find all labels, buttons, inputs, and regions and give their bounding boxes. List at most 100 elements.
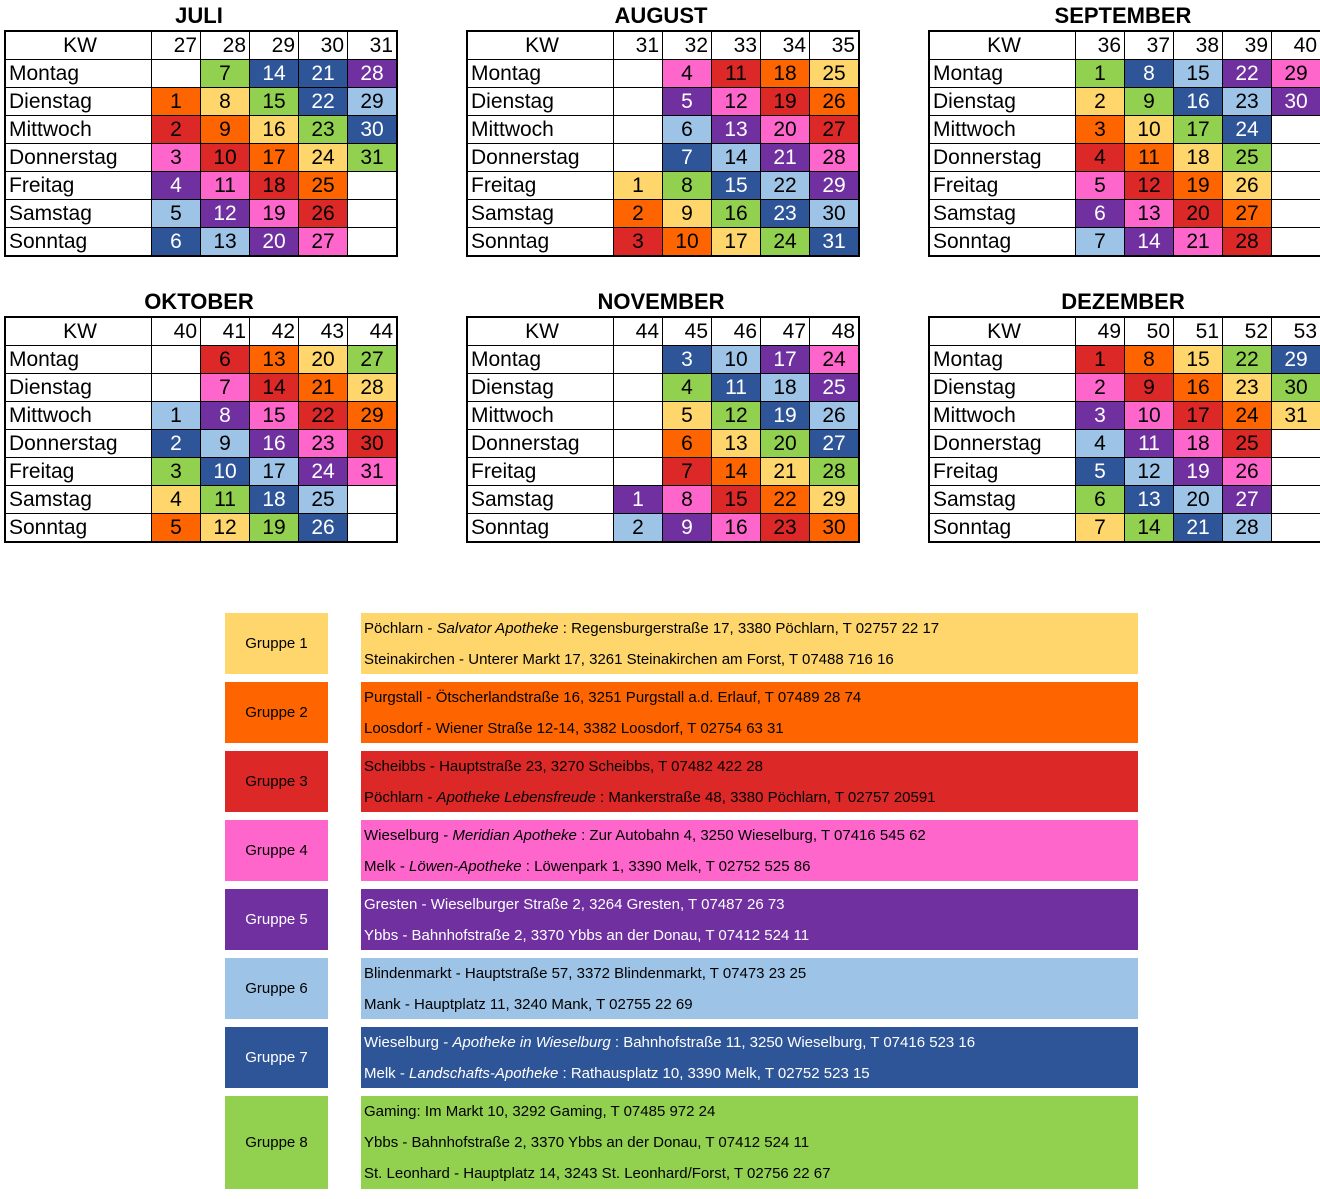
day-row-donnerstag: Donnerstag 4 11 18 25 [928, 429, 1320, 458]
day-name: Sonntag [4, 513, 152, 543]
date-cell: 26 [298, 199, 348, 228]
date-cell: 20 [760, 115, 810, 144]
day-row-freitag: Freitag 5 12 19 26 [928, 457, 1320, 486]
month-title: NOVEMBER [597, 289, 725, 314]
pharmacy-address: Rathausplatz 10, 3390 Melk, T 02752 523 … [570, 1065, 870, 1082]
month-table: KW 44 45 46 47 48 Montag 3 10 17 24 Dienstag 4 11 18 25… [466, 316, 860, 543]
date-cell: 25 [1222, 143, 1272, 172]
day-name: Dienstag [4, 87, 152, 116]
date-cell: 30 [347, 115, 398, 144]
date-cell: 3 [662, 345, 712, 374]
pharmacy-place: St. Leonhard [364, 1165, 450, 1182]
date-cell: 23 [298, 115, 348, 144]
date-cell: 28 [347, 373, 398, 402]
empty-cell [1271, 457, 1320, 486]
week-number: 51 [1173, 316, 1223, 346]
kw-label: KW [466, 316, 614, 346]
pharmacy-place: Gaming [364, 1103, 417, 1120]
date-cell: 7 [1075, 513, 1125, 543]
date-cell: 25 [298, 485, 348, 514]
date-cell: 4 [151, 485, 201, 514]
pharmacy-name: Apotheke Lebensfreude [436, 789, 596, 806]
pharmacy-address: Wieselburger Straße 2, 3264 Gresten, T 0… [430, 896, 785, 913]
month-table: KW 31 32 33 34 35 Montag 4 11 18 25 Dienstag 5 12 19 26… [466, 30, 860, 257]
week-number: 31 [613, 30, 663, 60]
date-cell: 27 [809, 429, 860, 458]
date-cell: 12 [711, 401, 761, 430]
day-name: Freitag [928, 171, 1076, 200]
pharmacy-address: Löwenpark 1, 3390 Melk, T 02752 525 86 [534, 858, 811, 875]
pharmacy-name: Apotheke in Wieselburg [452, 1034, 611, 1051]
date-cell: 7 [200, 59, 250, 88]
date-cell: 27 [1222, 485, 1272, 514]
week-number: 34 [760, 30, 810, 60]
empty-cell [1271, 485, 1320, 514]
date-cell: 29 [809, 485, 860, 514]
date-cell: 13 [1124, 199, 1174, 228]
pharmacy-address: Ötscherlandstraße 16, 3251 Purgstall a.d… [435, 689, 862, 706]
date-cell: 21 [298, 59, 348, 88]
day-name: Mittwoch [466, 115, 614, 144]
pharmacy-name: Landschafts-Apotheke [409, 1065, 559, 1082]
date-cell: 3 [151, 143, 201, 172]
empty-cell [613, 401, 663, 430]
date-cell: 12 [1124, 457, 1174, 486]
day-name: Freitag [466, 457, 614, 486]
pharmacy-entry: Wieselburg - Apotheke in Wieselburg : Ba… [364, 1034, 976, 1051]
date-cell: 10 [1124, 401, 1174, 430]
date-cell: 15 [711, 485, 761, 514]
empty-cell [613, 429, 663, 458]
date-cell: 30 [347, 429, 398, 458]
day-row-samstag: Samstag 1 8 15 22 29 [466, 485, 860, 514]
date-cell: 28 [809, 143, 860, 172]
day-row-sonntag: Sonntag 6 13 20 27 [4, 227, 398, 257]
month-title: OKTOBER [144, 289, 254, 314]
pharmacy-place: Blindenmarkt [364, 965, 452, 982]
week-number-row: KW 36 37 38 39 40 [928, 30, 1320, 60]
day-name: Samstag [4, 199, 152, 228]
date-cell: 21 [760, 457, 810, 486]
date-cell: 8 [662, 485, 712, 514]
pharmacy-entry: Scheibbs - Hauptstraße 23, 3270 Scheibbs… [364, 758, 763, 775]
date-cell: 23 [760, 513, 810, 543]
week-number: 37 [1124, 30, 1174, 60]
day-row-freitag: Freitag 4 11 18 25 [4, 171, 398, 200]
day-row-dienstag: Dienstag 2 9 16 23 30 [928, 373, 1320, 402]
pharmacy-entry: Gaming: Im Markt 10, 3292 Gaming, T 0748… [364, 1103, 716, 1120]
date-cell: 10 [200, 143, 250, 172]
date-cell: 28 [347, 59, 398, 88]
week-number: 39 [1222, 30, 1272, 60]
empty-cell [613, 457, 663, 486]
empty-cell [151, 59, 201, 88]
date-cell: 17 [760, 345, 810, 374]
date-cell: 6 [662, 115, 712, 144]
day-row-montag: Montag 7 14 21 28 [4, 59, 398, 88]
date-cell: 9 [200, 115, 250, 144]
date-cell: 11 [711, 59, 761, 88]
pharmacy-entry: Wieselburg - Meridian Apotheke : Zur Aut… [364, 827, 926, 844]
date-cell: 12 [1124, 171, 1174, 200]
group-label: Gruppe 3 [225, 751, 328, 812]
day-name: Samstag [466, 199, 614, 228]
week-number: 35 [809, 30, 860, 60]
date-cell: 6 [662, 429, 712, 458]
date-cell: 6 [151, 227, 201, 257]
date-cell: 27 [298, 227, 348, 257]
day-row-samstag: Samstag 5 12 19 26 [4, 199, 398, 228]
date-cell: 5 [662, 87, 712, 116]
pharmacy-address: Mankerstraße 48, 3380 Pöchlarn, T 02757 … [608, 789, 936, 806]
pharmacy-entry: Loosdorf - Wiener Straße 12-14, 3382 Loo… [364, 720, 784, 737]
date-cell: 29 [1271, 59, 1320, 88]
day-row-freitag: Freitag 5 12 19 26 [928, 171, 1320, 200]
date-cell: 16 [1173, 87, 1223, 116]
date-cell: 22 [760, 485, 810, 514]
day-name: Montag [466, 59, 614, 88]
group-row-5: Gruppe 5 Gresten - Wieselburger Straße 2,… [225, 889, 1140, 950]
date-cell: 6 [1075, 485, 1125, 514]
date-cell: 25 [298, 171, 348, 200]
group-pharmacies: Purgstall - Ötscherlandstraße 16, 3251 P… [361, 682, 1138, 743]
kw-label: KW [928, 30, 1076, 60]
day-name: Mittwoch [466, 401, 614, 430]
date-cell: 24 [1222, 115, 1272, 144]
date-cell: 2 [1075, 373, 1125, 402]
